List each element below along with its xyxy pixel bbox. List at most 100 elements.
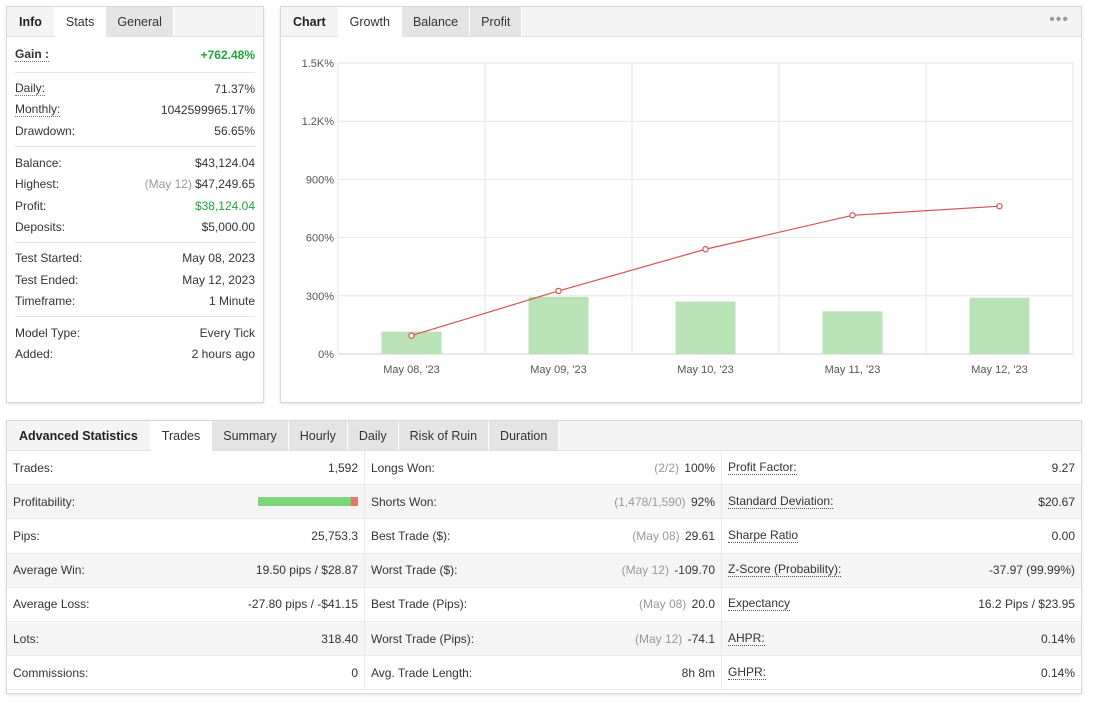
- bar[interactable]: [822, 311, 883, 354]
- shorts-won-percent: 92%: [690, 494, 715, 509]
- tab-info[interactable]: Info: [7, 7, 55, 36]
- chart-panel: Chart Growth Balance Profit ••• 0% 300% 60…: [280, 6, 1082, 403]
- y-tick-label: 1.5K%: [302, 58, 335, 70]
- tab-summary[interactable]: Summary: [212, 421, 289, 450]
- y-tick-label: 900%: [306, 174, 334, 186]
- bar[interactable]: [381, 331, 442, 354]
- monthly-row: Monthly: 1042599965.17%: [15, 99, 255, 120]
- tab-risk-of-ruin[interactable]: Risk of Ruin: [398, 421, 490, 450]
- best-trade-usd-date: (May 08): [632, 528, 680, 543]
- expectancy-label[interactable]: Expectancy: [728, 596, 791, 612]
- table-row: Standard Deviation: $20.67: [722, 485, 1081, 520]
- table-row: Lots: 318.40: [7, 621, 364, 657]
- longs-won-percent: 100%: [684, 460, 715, 475]
- avg-trade-length-label: Avg. Trade Length:: [371, 665, 473, 680]
- y-tick-label: 1.2K%: [302, 116, 335, 128]
- y-tick-label: 0%: [318, 349, 334, 361]
- sharpe-ratio-value: 0.00: [1051, 528, 1075, 543]
- test-ended-value: May 12, 2023: [182, 272, 255, 287]
- model-type-value: Every Tick: [199, 325, 255, 340]
- table-row: Worst Trade (Pips): (May 12) -74.1: [365, 621, 721, 657]
- best-trade-usd-value: (May 08) 29.61: [632, 529, 715, 543]
- longs-won-label: Longs Won:: [371, 460, 435, 475]
- tab-profit[interactable]: Profit: [470, 7, 523, 36]
- profitability-bar: [258, 495, 358, 509]
- worst-trade-pips-label: Worst Trade (Pips):: [371, 631, 475, 646]
- table-row: Expectancy 16.2 Pips / $23.95: [722, 588, 1081, 622]
- table-row: Average Loss: -27.80 pips / -$41.15: [7, 588, 364, 622]
- table-row: Pips: 25,753.3: [7, 519, 364, 554]
- data-point[interactable]: [702, 246, 709, 253]
- tab-balance[interactable]: Balance: [401, 7, 471, 36]
- profit-factor-label[interactable]: Profit Factor:: [728, 459, 797, 475]
- gain-row: Gain : +762.48%: [15, 41, 255, 68]
- average-loss-value: -27.80 pips / -$41.15: [247, 597, 358, 612]
- avg-trade-length-value: 8h 8m: [681, 665, 715, 680]
- monthly-label[interactable]: Monthly:: [15, 102, 61, 118]
- growth-chart: 0% 300% 600% 900% 1.2K% 1.5K% May 08, '23 May 0…: [302, 58, 1074, 376]
- data-point[interactable]: [849, 212, 856, 219]
- table-row: GHPR: 0.14%: [722, 656, 1081, 691]
- stats-column-3: Profit Factor: 9.27 Standard Deviation: …: [721, 451, 1081, 691]
- table-row: Longs Won: (2/2) 100%: [365, 451, 721, 486]
- bar[interactable]: [969, 297, 1030, 354]
- shorts-won-count: (1,478/1,590): [614, 494, 686, 509]
- best-trade-pips-label: Best Trade (Pips):: [371, 597, 468, 612]
- longs-won-value: (2/2) 100%: [654, 461, 715, 475]
- tab-chart[interactable]: Chart: [281, 7, 339, 36]
- divider: [15, 146, 255, 148]
- deposits-label: Deposits:: [15, 220, 66, 235]
- ahpr-value: 0.14%: [1040, 631, 1075, 646]
- tab-advanced-statistics[interactable]: Advanced Statistics: [7, 421, 151, 450]
- bar[interactable]: [528, 296, 589, 354]
- tab-trades[interactable]: Trades: [150, 421, 213, 452]
- trades-value: 1,592: [327, 460, 358, 475]
- ghpr-label[interactable]: GHPR:: [728, 664, 767, 680]
- timeframe-row: Timeframe: 1 Minute: [15, 291, 255, 312]
- added-label: Added:: [15, 346, 54, 361]
- tab-general[interactable]: General: [106, 7, 174, 36]
- sharpe-ratio-label[interactable]: Sharpe Ratio: [728, 527, 799, 543]
- worst-trade-usd-date: (May 12): [621, 563, 669, 578]
- gain-label[interactable]: Gain :: [15, 46, 50, 62]
- data-point[interactable]: [996, 202, 1003, 210]
- profitability-win-fill: [258, 496, 351, 506]
- best-trade-pips-date: (May 08): [638, 597, 687, 612]
- divider: [15, 241, 255, 243]
- info-panel: Info Stats General Gain : +762.48% Daily…: [6, 6, 264, 403]
- profitability-loss-fill: [351, 496, 358, 506]
- tab-duration[interactable]: Duration: [489, 421, 560, 450]
- x-tick-label: May 12, '23: [971, 364, 1028, 376]
- ahpr-label[interactable]: AHPR:: [728, 630, 765, 646]
- daily-label[interactable]: Daily:: [15, 80, 46, 96]
- test-started-row: Test Started: May 08, 2023: [15, 248, 255, 269]
- added-value: 2 hours ago: [191, 346, 255, 361]
- highest-amount: $47,249.65: [194, 177, 255, 192]
- info-tabs: Info Stats General: [7, 7, 263, 38]
- profit-label: Profit:: [15, 198, 47, 213]
- data-point[interactable]: [555, 287, 562, 295]
- table-row: Profitability:: [7, 485, 364, 520]
- tab-hourly[interactable]: Hourly: [288, 421, 348, 450]
- standard-deviation-label[interactable]: Standard Deviation:: [728, 493, 834, 509]
- best-trade-usd-amount: 29.61: [684, 528, 715, 543]
- worst-trade-usd-label: Worst Trade ($):: [371, 563, 458, 578]
- bar[interactable]: [675, 301, 736, 354]
- z-score-label[interactable]: Z-Score (Probability):: [728, 562, 842, 578]
- lots-value: 318.40: [321, 631, 358, 646]
- x-tick-label: May 11, '23: [825, 364, 881, 376]
- best-trade-pips-value: (May 08) 20.0: [639, 597, 715, 611]
- drawdown-value: 56.65%: [214, 124, 255, 139]
- worst-trade-pips-amount: -74.1: [687, 631, 715, 646]
- data-point[interactable]: [408, 332, 415, 339]
- tab-daily[interactable]: Daily: [347, 421, 399, 450]
- longs-won-count: (2/2): [654, 460, 679, 475]
- z-score-value: -37.97 (99.99%): [988, 563, 1075, 578]
- tab-growth[interactable]: Growth: [338, 7, 402, 38]
- profit-value: $38,124.04: [194, 198, 255, 213]
- more-dots-icon[interactable]: •••: [1049, 11, 1069, 28]
- timeframe-label: Timeframe:: [15, 294, 76, 309]
- tab-stats[interactable]: Stats: [54, 7, 107, 38]
- expectancy-value: 16.2 Pips / $23.95: [978, 597, 1075, 612]
- info-body: Gain : +762.48% Daily: 71.37% Monthly: 1…: [7, 37, 263, 365]
